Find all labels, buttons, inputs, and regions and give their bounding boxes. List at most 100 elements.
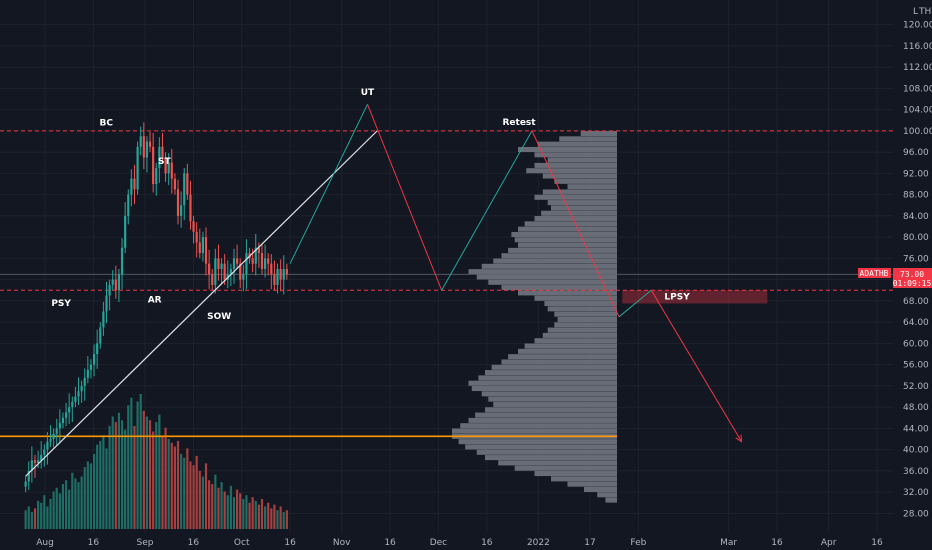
profile-bar <box>554 322 617 328</box>
candle-body <box>43 449 46 455</box>
profile-bar <box>508 354 617 360</box>
candle-body <box>142 136 145 158</box>
x-tick-label: 16 <box>771 538 783 548</box>
candle-body <box>239 263 242 280</box>
y-tick-label: 108.00 <box>903 84 932 94</box>
profile-bar <box>476 449 617 455</box>
profile-bar <box>547 327 617 333</box>
candle-body <box>195 231 198 243</box>
profile-bar <box>501 359 617 365</box>
x-tick-label: 16 <box>481 538 493 548</box>
volume-bar <box>214 474 217 529</box>
candle-body <box>49 439 52 442</box>
volume-bar <box>43 495 46 529</box>
volume-bar <box>111 416 114 529</box>
candle-body <box>120 247 124 275</box>
projection-segment[interactable] <box>289 104 368 264</box>
projection-segment[interactable] <box>650 289 742 442</box>
annotation-ut[interactable]: UT <box>361 88 375 98</box>
candle-body <box>180 205 183 216</box>
volume-bar <box>71 472 74 529</box>
y-tick-label: 56.00 <box>903 361 929 371</box>
profile-bar <box>534 152 617 158</box>
y-tick-label: 116.00 <box>903 42 932 52</box>
profile-bar <box>458 439 617 445</box>
candle-body <box>170 162 173 179</box>
volume-bar <box>279 506 282 529</box>
profile-bar <box>476 274 617 280</box>
annotation-sow[interactable]: SOW <box>207 312 231 322</box>
candle-body <box>270 263 273 275</box>
price-axis[interactable]: 28.00 32.00 36.00 40.00 44.00 48.00 52.00 56.00… <box>893 0 932 533</box>
volume-bar <box>211 484 214 529</box>
axis-corner: L THB <box>913 7 932 17</box>
profile-bar <box>554 178 617 184</box>
trendline[interactable] <box>25 130 378 477</box>
volume-bar <box>254 500 257 529</box>
profile-bar <box>468 417 617 423</box>
x-tick-label: 16 <box>188 538 200 548</box>
candle-body <box>208 263 211 275</box>
projection-segment[interactable] <box>367 104 443 291</box>
volume-bar <box>117 412 121 529</box>
candle-body <box>211 274 214 285</box>
y-tick-label: 96.00 <box>903 148 929 158</box>
projection-segment[interactable] <box>441 130 533 291</box>
profile-bar <box>551 476 617 482</box>
projection-segment[interactable] <box>531 130 620 318</box>
candle-body <box>89 364 93 370</box>
candle-body <box>161 146 164 158</box>
time-axis[interactable]: Aug 16 Sep 16 Oct 16 Nov 16 Dec 16 2022 17 Feb Mar 16 A… <box>0 533 893 550</box>
y-tick-label: 60.00 <box>903 339 929 349</box>
x-tick-label: Mar <box>720 538 737 548</box>
profile-bar <box>514 465 617 471</box>
annotation-retest[interactable]: Retest <box>502 118 536 128</box>
projection-arrowhead <box>735 434 743 443</box>
volume-bar <box>161 435 164 529</box>
volume-bar <box>74 478 77 529</box>
countdown-value: 01:09:15 <box>893 279 932 288</box>
currency-label: THB <box>918 7 932 17</box>
candle-body <box>124 215 127 248</box>
candle-body <box>86 369 89 378</box>
profile-bar <box>597 492 617 498</box>
x-tick-label: Aug <box>36 538 54 548</box>
volume-bar <box>217 487 220 529</box>
profile-bar <box>534 216 617 222</box>
candle-body <box>111 279 114 285</box>
volume-bar <box>264 506 267 529</box>
profile-bar <box>485 370 617 376</box>
y-tick-label: 28.00 <box>903 509 929 519</box>
volume-bar <box>27 506 30 529</box>
candle-body <box>30 460 33 471</box>
volume-bar <box>77 482 80 529</box>
volume-bar <box>120 420 124 529</box>
candle-body <box>257 247 260 254</box>
x-tick-label: 16 <box>384 538 396 548</box>
candle-body <box>83 377 86 386</box>
profile-bar <box>508 247 617 253</box>
lpsy-zone[interactable] <box>622 290 768 304</box>
x-tick-label: 17 <box>584 538 595 548</box>
candle-body <box>229 269 232 275</box>
volume-bar <box>148 420 152 529</box>
annotation-ar[interactable]: AR <box>148 295 162 305</box>
candle-body <box>102 311 105 328</box>
scale-toggle[interactable]: L <box>913 7 918 17</box>
last-price-value: 73.00 <box>900 270 924 279</box>
annotation-bc[interactable]: BC <box>100 118 114 128</box>
volume-bar <box>158 414 161 529</box>
projection-segment[interactable] <box>618 289 652 318</box>
candle-body <box>236 258 239 264</box>
volume-bar <box>282 512 285 529</box>
volume-bar <box>127 405 130 529</box>
volume-bar <box>49 499 52 529</box>
volume-bar <box>170 442 173 529</box>
annotation-st[interactable]: ST <box>158 157 171 167</box>
annotation-psy[interactable]: PSY <box>51 299 71 309</box>
annotation-lpsy[interactable]: LPSY <box>664 293 690 303</box>
candle-body <box>176 189 180 216</box>
profile-bar <box>524 343 617 349</box>
